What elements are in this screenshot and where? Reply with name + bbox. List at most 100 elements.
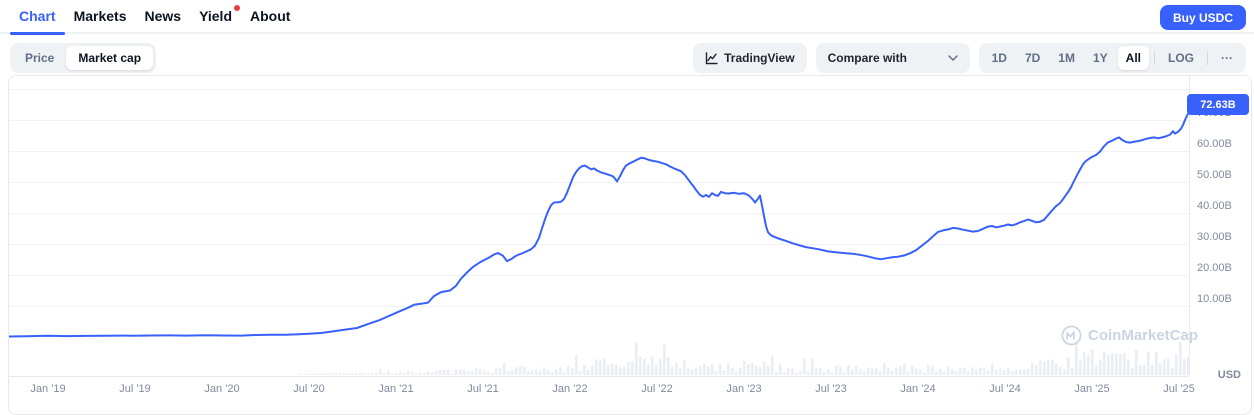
volume-bar	[851, 369, 854, 375]
volume-bar	[1091, 349, 1094, 375]
volume-bar	[707, 366, 710, 375]
volume-bar	[451, 373, 454, 375]
range-1d-button[interactable]: 1D	[984, 46, 1015, 70]
volume-bar	[691, 369, 694, 375]
volume-bar	[987, 370, 990, 375]
volume-bar	[299, 374, 302, 375]
volume-bar	[727, 363, 730, 375]
volume-bar	[595, 359, 598, 375]
volume-bar	[999, 368, 1002, 375]
tab-about[interactable]: About	[241, 0, 299, 33]
tradingview-button[interactable]: TradingView	[693, 43, 807, 73]
volume-bar	[1059, 366, 1062, 375]
volume-bar	[367, 373, 370, 375]
volume-bar	[799, 371, 802, 375]
volume-bar	[663, 344, 666, 375]
tab-news-label: News	[144, 8, 182, 24]
volume-bar	[651, 356, 654, 375]
tab-chart-label: Chart	[19, 8, 56, 24]
volume-bar	[535, 369, 538, 375]
volume-bar	[551, 371, 554, 375]
range-1y-button[interactable]: 1Y	[1085, 46, 1116, 70]
volume-bar	[975, 369, 978, 375]
range-7d-button[interactable]: 7D	[1017, 46, 1048, 70]
volume-bar	[1135, 349, 1138, 375]
volume-bar	[731, 367, 734, 375]
metric-toggle: Price Market cap	[10, 43, 157, 73]
volume-bar	[499, 368, 502, 375]
volume-bar	[743, 361, 746, 375]
volume-bar	[375, 372, 378, 375]
volume-bar	[1067, 357, 1070, 375]
time-range-group: 1D 7D 1M 1Y All LOG ···	[978, 43, 1246, 73]
log-scale-button[interactable]: LOG	[1160, 46, 1202, 70]
volume-bar	[1039, 360, 1042, 375]
volume-bar	[1063, 369, 1066, 375]
volume-bar	[419, 372, 422, 375]
tab-markets-label: Markets	[73, 8, 127, 24]
volume-bar	[683, 360, 686, 375]
volume-bar	[1139, 364, 1142, 375]
market-cap-toggle-option[interactable]: Market cap	[66, 46, 154, 70]
volume-bar	[895, 367, 898, 375]
volume-bar	[583, 365, 586, 375]
volume-bar	[571, 368, 574, 375]
x-axis-label: Jul '21	[467, 383, 499, 395]
watermark: CoinMarketCap	[1061, 325, 1198, 346]
volume-bar	[811, 359, 814, 375]
tab-markets[interactable]: Markets	[65, 0, 136, 33]
volume-bar	[615, 364, 618, 375]
volume-bar	[331, 373, 334, 375]
volume-bar	[383, 373, 386, 375]
volume-bar	[435, 371, 438, 375]
y-axis-label: 30.00B	[1197, 231, 1232, 243]
volume-bar	[991, 363, 994, 375]
volume-bar	[547, 369, 550, 375]
volume-bar	[463, 369, 466, 375]
tab-chart[interactable]: Chart	[10, 0, 65, 35]
page-tabs-bar: Chart Markets News Yield About Buy USDC	[0, 0, 1254, 35]
volume-bar	[567, 365, 570, 375]
x-axis-separator	[9, 376, 1189, 377]
volume-bar	[967, 371, 970, 375]
volume-bar	[459, 369, 462, 375]
more-options-button[interactable]: ···	[1213, 46, 1241, 70]
buy-usdc-button[interactable]: Buy USDC	[1159, 5, 1246, 30]
compare-with-dropdown[interactable]: Compare with	[815, 43, 970, 73]
coinmarketcap-logo-icon	[1061, 325, 1082, 346]
volume-bar	[863, 371, 866, 375]
tab-news[interactable]: News	[135, 0, 190, 33]
volume-bar	[319, 373, 322, 375]
volume-bar	[407, 371, 410, 375]
tab-yield[interactable]: Yield	[190, 0, 241, 33]
volume-bar	[411, 371, 414, 375]
volume-bar	[515, 367, 518, 375]
range-1m-button[interactable]: 1M	[1050, 46, 1083, 70]
range-all-button[interactable]: All	[1117, 46, 1149, 70]
volume-bar	[511, 369, 514, 375]
volume-bar	[351, 373, 354, 375]
y-axis-label: 50.00B	[1197, 169, 1232, 181]
volume-bar	[819, 367, 822, 375]
volume-bar	[919, 369, 922, 375]
volume-bar	[1159, 362, 1162, 375]
volume-bar	[623, 366, 626, 375]
volume-bar	[1107, 355, 1110, 375]
volume-bar	[311, 373, 314, 375]
volume-bar	[1099, 359, 1102, 375]
volume-bar	[611, 363, 614, 375]
volume-bar	[875, 368, 878, 375]
volume-bar	[835, 365, 838, 375]
volume-bar	[339, 372, 342, 375]
volume-bar	[335, 373, 338, 375]
volume-bar	[539, 370, 542, 375]
volume-bar	[491, 373, 494, 375]
volume-bar	[1031, 362, 1034, 375]
volume-bar	[1087, 354, 1090, 375]
market-cap-chart-plot[interactable]	[9, 76, 1189, 376]
price-toggle-option[interactable]: Price	[13, 46, 66, 70]
volume-bar	[1095, 366, 1098, 375]
volume-bar	[1055, 363, 1058, 375]
volume-bar	[1083, 352, 1086, 375]
volume-bar	[387, 371, 390, 375]
